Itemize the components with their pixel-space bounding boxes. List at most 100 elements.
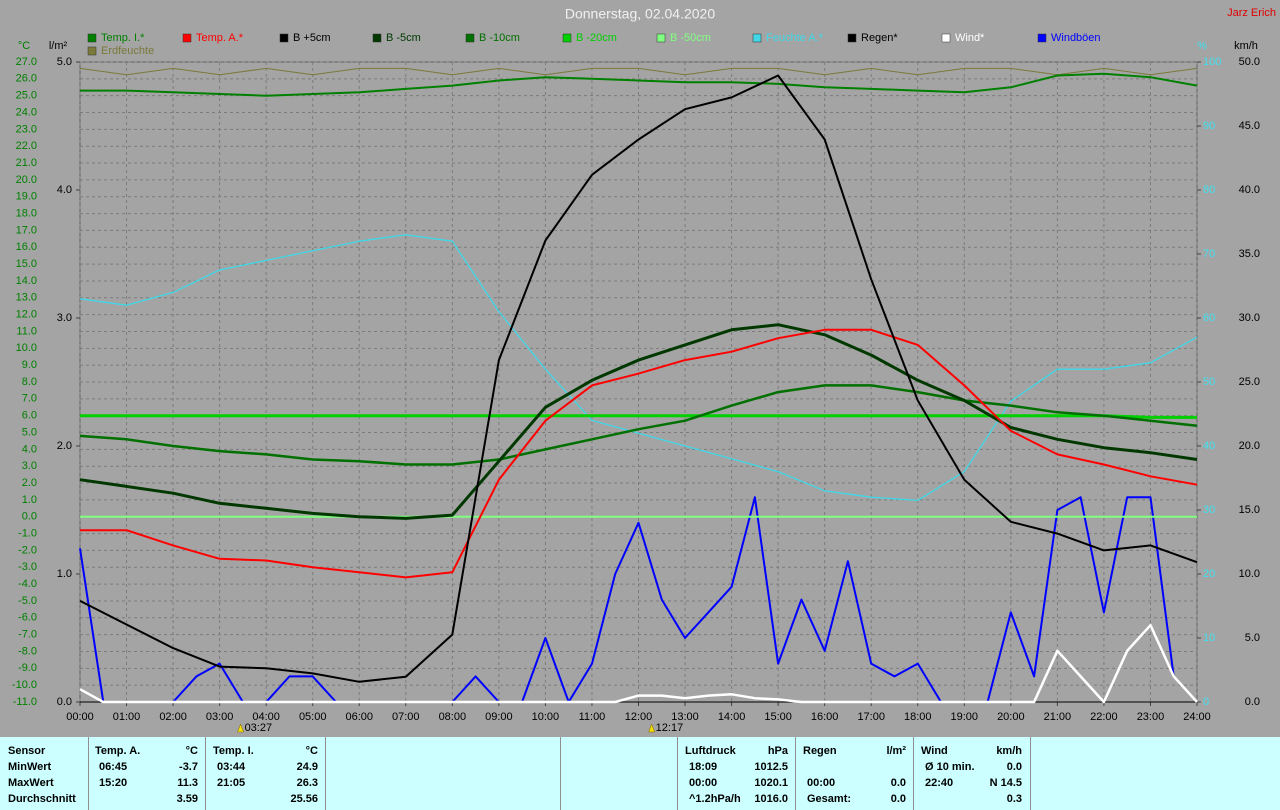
y-tick-label: 6.0 — [22, 410, 37, 422]
y2-tick-label: 4.0 — [57, 184, 72, 196]
x-tick-label: 23:00 — [1137, 711, 1165, 723]
y-tick-label: 24.0 — [16, 106, 37, 118]
annotation-marker — [648, 723, 656, 733]
stat-value: -3.7 — [179, 761, 198, 773]
y-tick-label: 14.0 — [16, 275, 37, 287]
stat-value: 0.0 — [890, 793, 906, 805]
x-tick-label: 14:00 — [718, 711, 746, 723]
stat-value: 0.3 — [1006, 793, 1022, 805]
x-tick-label: 00:00 — [66, 711, 94, 723]
x-tick-label: 02:00 — [159, 711, 187, 723]
y-tick-label: 17.0 — [16, 224, 37, 236]
legend-swatch — [656, 33, 666, 43]
y4-tick-label: 50.0 — [1239, 56, 1260, 68]
y4-tick-label: 10.0 — [1239, 568, 1260, 580]
series-line — [80, 72, 1198, 97]
annotation-marker — [237, 723, 244, 733]
y-tick-label: -8.0 — [18, 645, 37, 657]
stat-time: 21:05 — [217, 777, 246, 789]
y-tick-label: 15.0 — [16, 258, 37, 270]
legend-label: B -10cm — [479, 32, 520, 44]
legend-label: Feuchte A.* — [766, 32, 824, 44]
y-tick-label: 5.0 — [22, 426, 37, 438]
legend-label: B -50cm — [670, 32, 711, 44]
stat-value: 26.3 — [296, 777, 318, 789]
y4-tick-label: 5.0 — [1245, 632, 1260, 644]
legend-swatch — [279, 33, 289, 43]
y4-tick-label: 30.0 — [1239, 312, 1260, 324]
annotation-label: 03:27 — [245, 722, 273, 734]
legend-label: Temp. I.* — [101, 32, 145, 44]
x-tick-label: 06:00 — [345, 711, 373, 723]
separator — [913, 737, 914, 810]
x-tick-label: 24:00 — [1183, 711, 1211, 723]
x-tick-label: 03:00 — [206, 711, 234, 723]
x-tick-label: 01:00 — [113, 711, 141, 723]
legend-swatch — [562, 33, 572, 43]
row-label: Durchschnitt — [8, 793, 76, 805]
x-tick-label: 08:00 — [439, 711, 467, 723]
column-header: Wind — [921, 745, 948, 757]
stat-time: 06:45 — [99, 761, 128, 773]
y-tick-label: 23.0 — [16, 123, 37, 135]
legend-label: Windböen — [1051, 32, 1101, 44]
stat-time: 00:00 — [807, 777, 836, 789]
stat-time: 03:44 — [217, 761, 246, 773]
stat-value: 24.9 — [296, 761, 318, 773]
legend-swatch — [752, 33, 762, 43]
legend-swatch — [465, 33, 475, 43]
y-tick-label: 22.0 — [16, 140, 37, 152]
y3-tick-label: 80 — [1203, 184, 1215, 196]
y-tick-label: -1.0 — [18, 527, 37, 539]
y-axis-unit: °C — [18, 40, 30, 52]
x-tick-label: 19:00 — [951, 711, 979, 723]
stat-value: 3.59 — [176, 793, 198, 805]
x-tick-label: 04:00 — [252, 711, 280, 723]
legend-label: Wind* — [955, 32, 985, 44]
y-tick-label: 8.0 — [22, 376, 37, 388]
y3-tick-label: 60 — [1203, 312, 1215, 324]
column-unit: km/h — [996, 745, 1022, 757]
y3-tick-label: 70 — [1203, 248, 1215, 260]
x-tick-label: 21:00 — [1044, 711, 1072, 723]
y3-tick-label: 30 — [1203, 504, 1215, 516]
x-tick-label: 16:00 — [811, 711, 839, 723]
separator — [325, 737, 326, 810]
legend-label: Temp. A.* — [196, 32, 244, 44]
y-tick-label: 10.0 — [16, 342, 37, 354]
stat-value: 1016.0 — [754, 793, 788, 805]
separator — [88, 737, 89, 810]
y-tick-label: 1.0 — [22, 494, 37, 506]
stat-time: 22:40 — [925, 777, 954, 789]
y-tick-label: -4.0 — [18, 578, 37, 590]
stat-value: 0.0 — [890, 777, 906, 789]
y4-tick-label: 20.0 — [1239, 440, 1260, 452]
series-line — [79, 234, 1198, 502]
y3-tick-label: 50 — [1203, 376, 1215, 388]
stat-time: Ø 10 min. — [925, 761, 975, 773]
separator — [560, 737, 561, 810]
column-unit: l/m² — [886, 745, 906, 757]
stat-time: Gesamt: — [807, 793, 852, 805]
separator — [1030, 737, 1031, 810]
series-line — [79, 67, 1198, 76]
column-header: Temp. A. — [95, 745, 141, 757]
legend-label: Erdfeuchte — [101, 45, 154, 57]
series-line — [79, 74, 1198, 683]
legend-swatch — [87, 33, 97, 43]
y4-axis-unit: km/h — [1234, 40, 1258, 52]
y-tick-label: 2.0 — [22, 477, 37, 489]
y4-tick-label: 45.0 — [1239, 120, 1260, 132]
stat-time: 18:09 — [689, 761, 718, 773]
y3-tick-label: 0 — [1203, 696, 1209, 708]
stat-time: ^1.2hPa/h — [689, 793, 741, 805]
column-unit: °C — [305, 745, 318, 757]
y-tick-label: 7.0 — [22, 393, 37, 405]
legend-label: B +5cm — [293, 32, 331, 44]
y-tick-label: 25.0 — [16, 90, 37, 102]
y2-axis-unit: l/m² — [49, 40, 68, 52]
y4-tick-label: 35.0 — [1239, 248, 1260, 260]
y4-tick-label: 40.0 — [1239, 184, 1260, 196]
x-tick-label: 22:00 — [1090, 711, 1118, 723]
